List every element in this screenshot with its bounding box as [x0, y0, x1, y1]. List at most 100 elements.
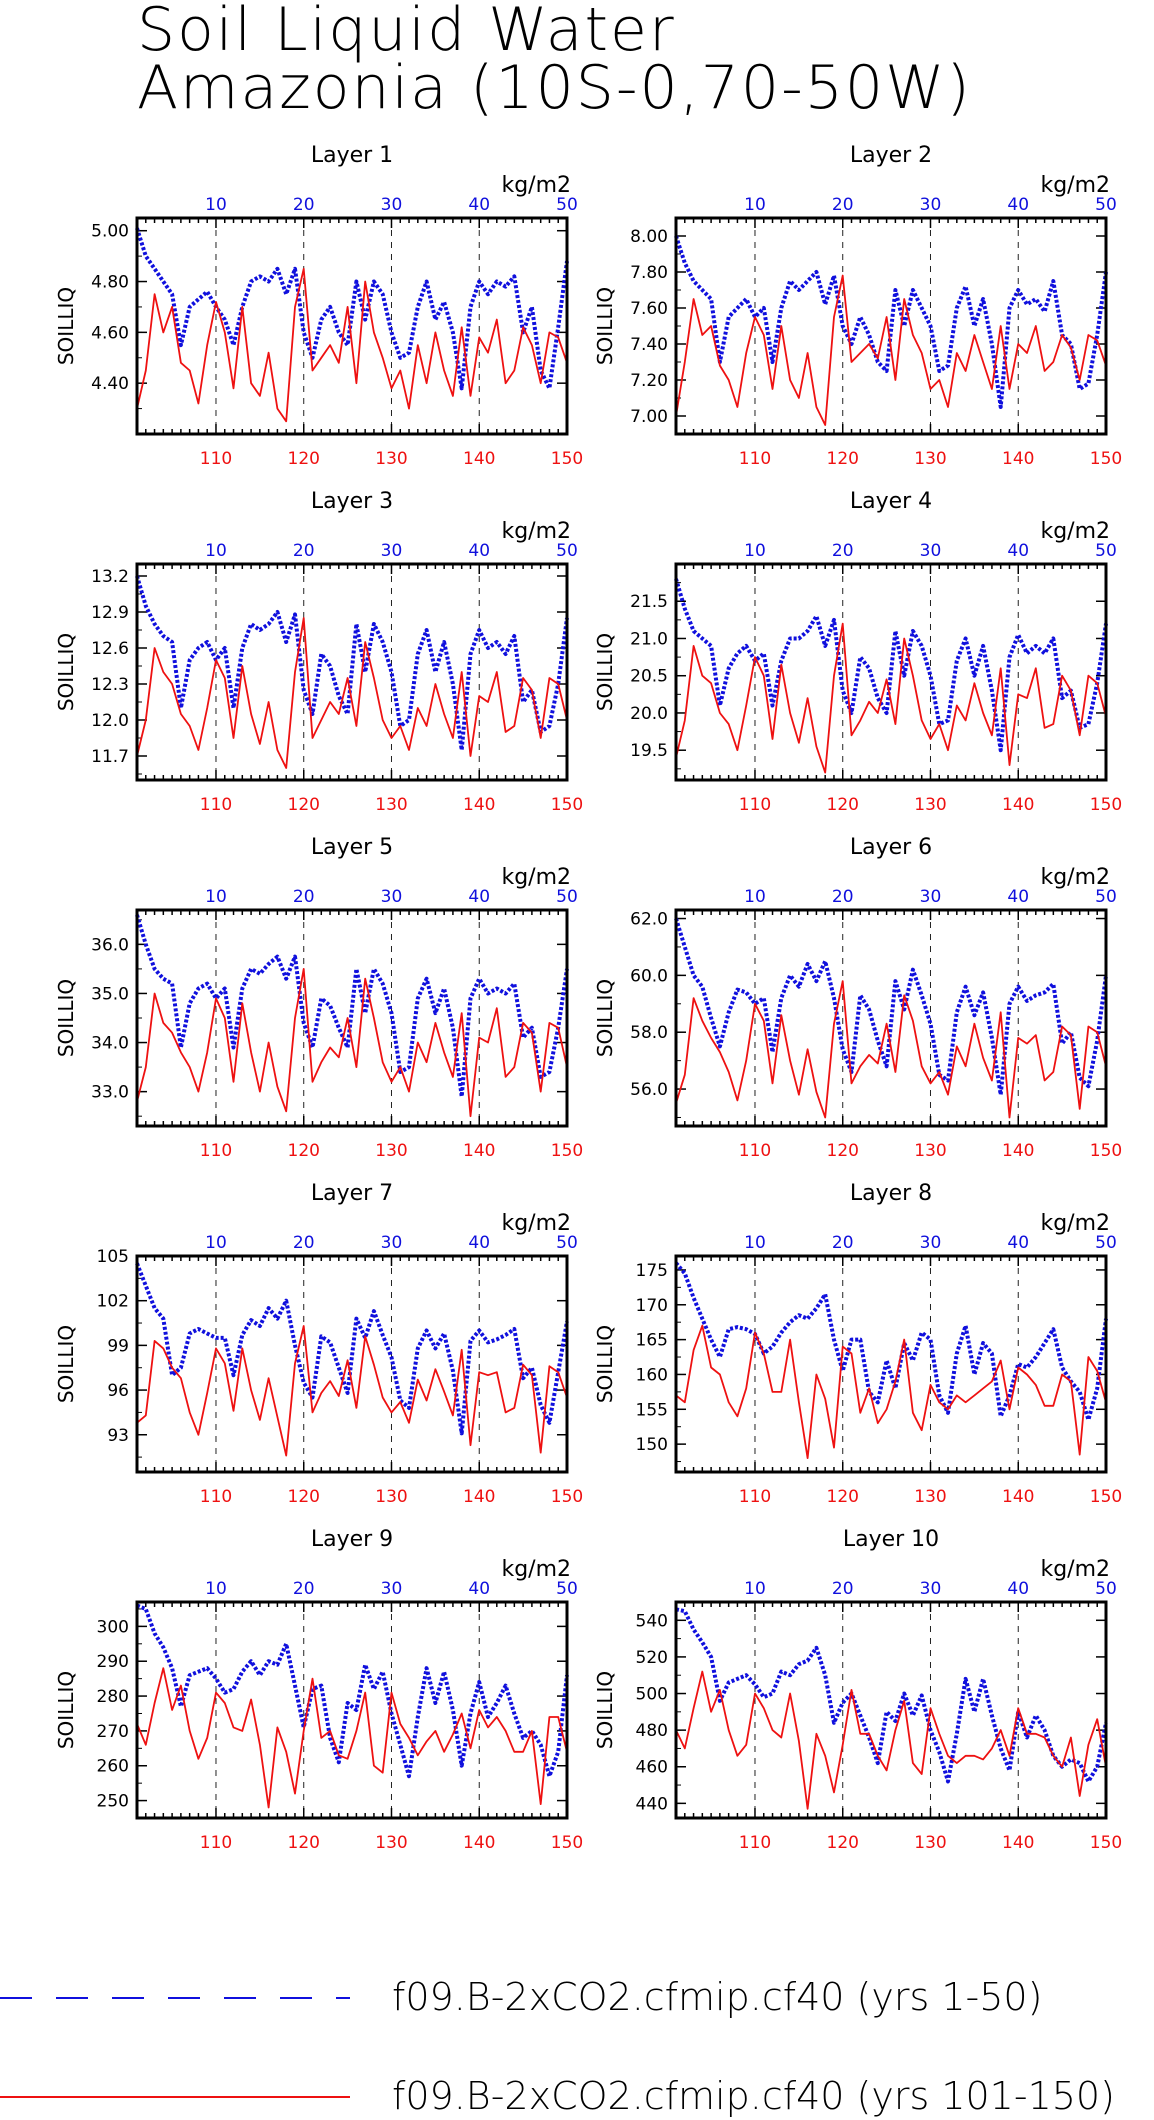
x-tick-label-bottom: 130	[375, 1487, 407, 1507]
y-tick-label: 34.0	[91, 1034, 129, 1054]
plot-frame	[135, 216, 569, 436]
y-tick-label: 105	[97, 1247, 129, 1267]
top-axis-unit-label: kg/m2	[501, 1211, 571, 1236]
y-axis-label: SOILLIQ	[593, 1671, 617, 1749]
y-tick-label: 170	[636, 1296, 668, 1316]
top-axis-unit-label: kg/m2	[1040, 1557, 1110, 1582]
y-tick-label: 4.80	[91, 273, 129, 293]
x-tick-label-top: 50	[556, 195, 578, 215]
series-line-yrs-101-150	[136, 617, 568, 769]
x-tick-label-top: 10	[205, 887, 227, 907]
plot-frame	[674, 1254, 1108, 1474]
y-tick-label: 12.3	[91, 675, 129, 695]
y-tick-label: 160	[636, 1365, 668, 1385]
series-line-yrs-1-50	[674, 917, 1108, 1097]
x-tick-label-top: 10	[205, 1233, 227, 1253]
y-axis-label: SOILLIQ	[54, 1325, 78, 1403]
series-line-yrs-1-50	[135, 227, 569, 391]
x-tick-label-top: 20	[832, 541, 854, 561]
series-line-yrs-1-50	[136, 1603, 569, 1779]
y-tick-label: 12.6	[91, 639, 129, 659]
y-tick-label: 500	[636, 1685, 668, 1705]
series-line-yrs-1-50	[675, 1607, 1108, 1784]
x-tick-label-top: 30	[920, 195, 942, 215]
x-tick-label-bottom: 120	[288, 1833, 320, 1853]
x-tick-label-top: 40	[468, 1233, 490, 1253]
x-tick-label-bottom: 110	[200, 449, 232, 469]
plot-frame	[135, 1600, 569, 1820]
x-tick-label-bottom: 140	[463, 795, 495, 815]
x-tick-label-bottom: 150	[1090, 1833, 1122, 1853]
y-axis-label: SOILLIQ	[54, 633, 78, 711]
plot-frame	[674, 908, 1108, 1128]
x-tick-label-bottom: 150	[1090, 1487, 1122, 1507]
y-tick-label: 250	[97, 1792, 129, 1812]
panel-title: Layer 4	[850, 489, 932, 514]
panel-layer-4: Layer 4 kg/m2 SOILLIQ 110 120 130 140 150 10 20 30…	[593, 489, 1122, 815]
y-tick-label: 4.60	[91, 323, 129, 343]
x-tick-label-bottom: 110	[200, 1487, 232, 1507]
x-tick-label-bottom: 150	[551, 1487, 583, 1507]
x-tick-label-bottom: 120	[288, 1487, 320, 1507]
y-tick-label: 19.5	[630, 741, 668, 761]
series-line-yrs-1-50	[135, 1262, 569, 1436]
x-tick-label-top: 40	[468, 1579, 490, 1599]
x-tick-label-bottom: 130	[914, 1833, 946, 1853]
x-tick-label-top: 40	[468, 195, 490, 215]
x-tick-label-bottom: 140	[463, 1833, 495, 1853]
y-tick-label: 480	[636, 1721, 668, 1741]
series-line-yrs-101-150	[136, 267, 568, 423]
series-line-yrs-1-50	[135, 575, 569, 752]
y-tick-label: 540	[636, 1611, 668, 1631]
x-tick-label-top: 50	[1095, 1233, 1117, 1253]
panel-title: Layer 2	[850, 143, 932, 168]
y-tick-label: 12.0	[91, 711, 129, 731]
panel-title: Layer 8	[850, 1181, 932, 1206]
y-tick-label: 8.00	[630, 227, 668, 247]
top-axis-unit-label: kg/m2	[501, 1557, 571, 1582]
y-tick-label: 7.40	[630, 335, 668, 355]
x-tick-label-bottom: 130	[375, 795, 407, 815]
x-tick-label-bottom: 140	[1002, 1487, 1034, 1507]
panel-layer-7: Layer 7 kg/m2 SOILLIQ 110 120 130 140 150 10 20 30…	[54, 1181, 583, 1507]
x-tick-label-bottom: 150	[1090, 1141, 1122, 1161]
top-axis-unit-label: kg/m2	[1040, 519, 1110, 544]
x-tick-label-top: 50	[556, 1233, 578, 1253]
x-tick-label-top: 50	[1095, 195, 1117, 215]
panel-title: Layer 7	[311, 1181, 393, 1206]
x-tick-label-bottom: 110	[739, 1141, 771, 1161]
x-tick-label-top: 40	[1007, 195, 1029, 215]
x-tick-label-bottom: 110	[200, 795, 232, 815]
x-tick-label-bottom: 140	[1002, 449, 1034, 469]
x-tick-label-bottom: 110	[739, 449, 771, 469]
panel-title: Layer 3	[311, 489, 393, 514]
y-tick-label: 7.00	[630, 407, 668, 427]
x-tick-label-top: 10	[205, 541, 227, 561]
y-tick-label: 36.0	[91, 935, 129, 955]
series-line-yrs-101-150	[136, 968, 568, 1118]
x-tick-label-top: 40	[468, 887, 490, 907]
y-tick-label: 58.0	[630, 1023, 668, 1043]
y-axis-label: SOILLIQ	[593, 1325, 617, 1403]
series-line-yrs-101-150	[136, 1325, 568, 1457]
series-line-yrs-101-150	[675, 1670, 1107, 1810]
plot-frame	[135, 1254, 569, 1474]
y-tick-label: 21.0	[630, 629, 668, 649]
x-tick-label-top: 20	[832, 1233, 854, 1253]
x-tick-label-bottom: 140	[1002, 1833, 1034, 1853]
panel-title: Layer 6	[850, 835, 932, 860]
x-tick-label-top: 40	[1007, 887, 1029, 907]
x-tick-label-bottom: 110	[200, 1141, 232, 1161]
y-tick-label: 33.0	[91, 1083, 129, 1103]
x-tick-label-top: 30	[381, 1233, 403, 1253]
x-tick-label-top: 10	[744, 1233, 766, 1253]
y-axis-label: SOILLIQ	[54, 979, 78, 1057]
x-tick-label-top: 20	[832, 1579, 854, 1599]
x-tick-label-top: 20	[293, 541, 315, 561]
x-tick-label-top: 40	[1007, 541, 1029, 561]
x-tick-label-top: 20	[832, 887, 854, 907]
x-tick-label-top: 50	[556, 541, 578, 561]
y-tick-label: 4.40	[91, 374, 129, 394]
y-axis-label: SOILLIQ	[593, 287, 617, 365]
